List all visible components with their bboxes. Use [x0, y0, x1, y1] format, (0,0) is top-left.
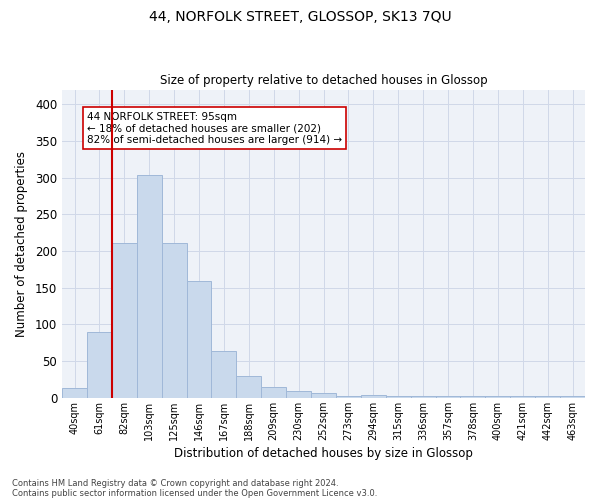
Bar	[137, 176, 161, 398]
Bar	[161, 243, 187, 398]
Title: Size of property relative to detached houses in Glossop: Size of property relative to detached ho…	[160, 74, 487, 87]
Bar	[311, 394, 336, 398]
Text: 44, NORFOLK STREET, GLOSSOP, SK13 7QU: 44, NORFOLK STREET, GLOSSOP, SK13 7QU	[149, 10, 451, 24]
Text: Contains HM Land Registry data © Crown copyright and database right 2024.: Contains HM Land Registry data © Crown c…	[12, 478, 338, 488]
Bar	[62, 388, 87, 398]
Bar	[236, 376, 261, 398]
Bar	[560, 396, 585, 398]
X-axis label: Distribution of detached houses by size in Glossop: Distribution of detached houses by size …	[174, 447, 473, 460]
Bar	[261, 387, 286, 398]
Bar	[336, 396, 361, 398]
Text: 44 NORFOLK STREET: 95sqm
← 18% of detached houses are smaller (202)
82% of semi-: 44 NORFOLK STREET: 95sqm ← 18% of detach…	[87, 112, 342, 145]
Bar	[87, 332, 112, 398]
Bar	[112, 243, 137, 398]
Bar	[485, 396, 510, 398]
Y-axis label: Number of detached properties: Number of detached properties	[15, 150, 28, 336]
Bar	[187, 281, 211, 398]
Bar	[535, 396, 560, 398]
Bar	[386, 396, 410, 398]
Bar	[410, 396, 436, 398]
Bar	[460, 396, 485, 398]
Text: Contains public sector information licensed under the Open Government Licence v3: Contains public sector information licen…	[12, 488, 377, 498]
Bar	[436, 396, 460, 398]
Bar	[286, 391, 311, 398]
Bar	[361, 395, 386, 398]
Bar	[510, 396, 535, 398]
Bar	[211, 351, 236, 398]
